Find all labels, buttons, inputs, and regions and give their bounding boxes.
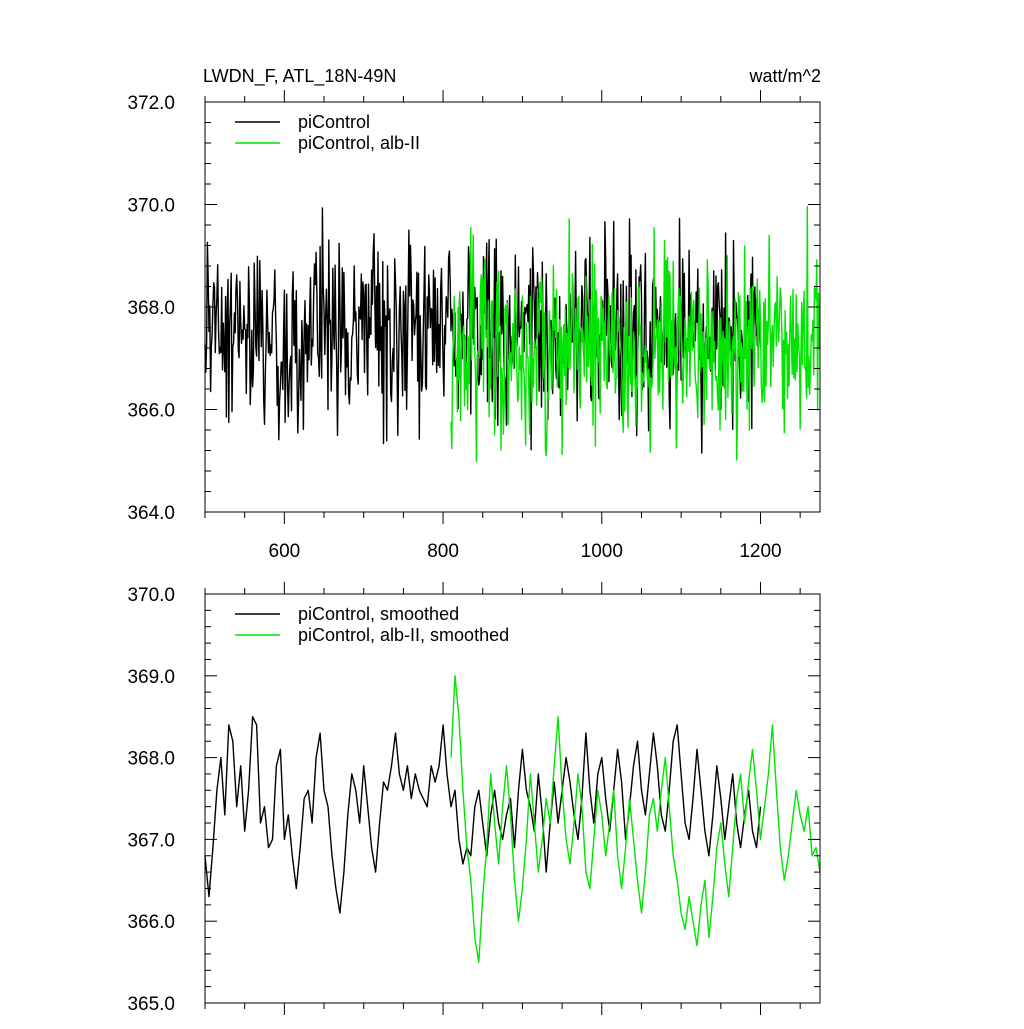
y-tick-label: 370.0	[127, 585, 175, 606]
units-label: watt/m^2	[749, 66, 821, 86]
series-line-top-1	[450, 205, 821, 462]
y-tick-label: 368.0	[127, 298, 175, 319]
series-line-bottom-0	[204, 716, 762, 914]
legend-label: piControl, alb-II	[298, 133, 420, 153]
x-tick-label: 1000	[581, 541, 623, 562]
y-tick-label: 366.0	[127, 401, 175, 422]
series-line-bottom-1	[450, 675, 821, 963]
x-tick-label: 1200	[739, 541, 781, 562]
y-tick-label: 364.0	[127, 503, 175, 524]
legend-label: piControl, smoothed	[298, 604, 459, 624]
legend-label: piControl, alb-II, smoothed	[298, 625, 509, 645]
y-tick-label: 367.0	[127, 830, 175, 851]
y-tick-label: 369.0	[127, 667, 175, 688]
y-tick-label: 370.0	[127, 196, 175, 217]
y-tick-label: 368.0	[127, 749, 175, 770]
legend-label: piControl	[298, 112, 370, 132]
y-tick-label: 366.0	[127, 912, 175, 933]
x-tick-label: 600	[269, 541, 301, 562]
y-tick-label: 372.0	[127, 93, 175, 114]
x-tick-label: 800	[427, 541, 459, 562]
chart-title: LWDN_F, ATL_18N-49N	[203, 66, 397, 86]
plot-frame-bottom	[204, 593, 821, 1004]
y-tick-label: 365.0	[127, 994, 175, 1015]
